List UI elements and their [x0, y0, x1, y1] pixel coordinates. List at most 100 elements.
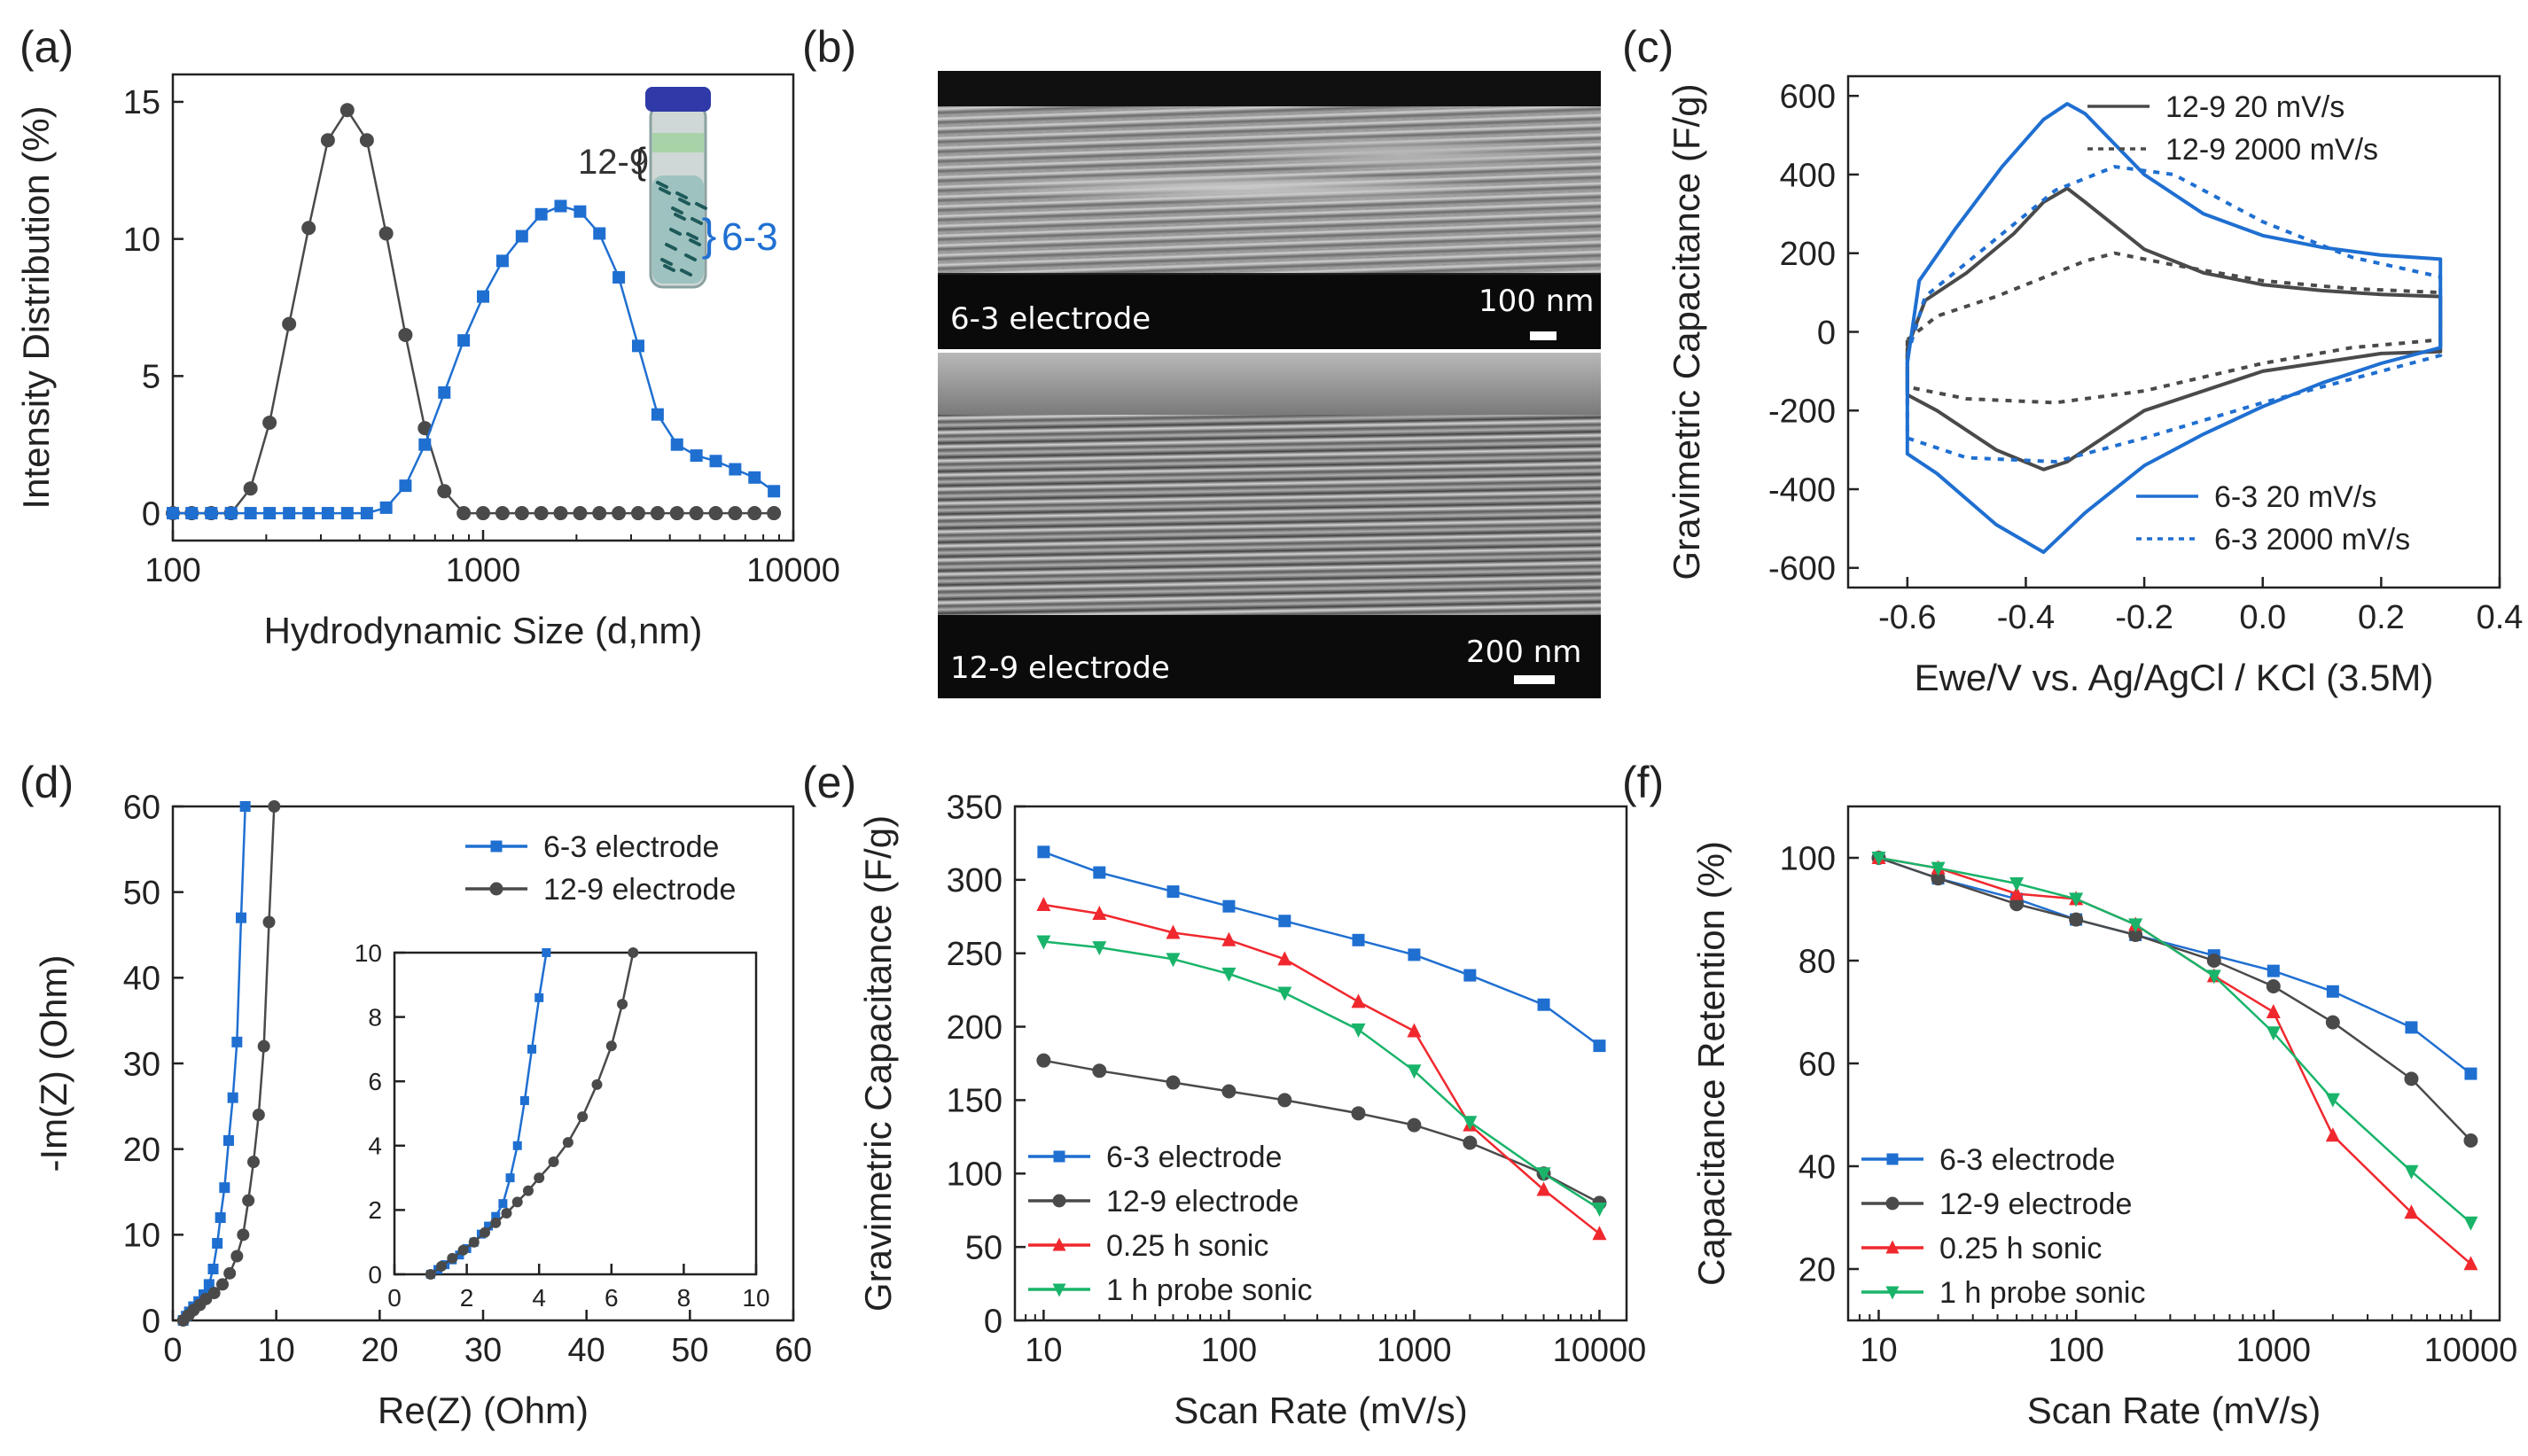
cv-curve-6-3-2000-mV/s — [1905, 165, 2443, 463]
data-point-12-9-electrode — [605, 1040, 617, 1052]
y-axis-label: Intensity Distribution (%) — [15, 105, 57, 509]
data-point-6-3-electrode — [219, 1182, 230, 1194]
data-point-1-h-probe-sonic — [2325, 1093, 2340, 1108]
vial-top-layer — [652, 133, 704, 152]
data-point-6-3 — [670, 438, 683, 451]
x-tick-label: 30 — [464, 1332, 502, 1369]
legend-label: 1 h probe sonic — [1939, 1276, 2146, 1310]
x-tick-label: 10 — [1860, 1332, 1897, 1369]
data-point-12-9-electrode — [216, 1278, 229, 1291]
series-line-6-3-electrode — [1878, 856, 2472, 1075]
data-point-1-h-probe-sonic — [2009, 877, 2025, 892]
data-point-1-h-probe-sonic — [1277, 986, 1292, 1001]
y-tick-label: 0 — [142, 495, 160, 533]
data-point-12-9-electrode — [425, 1269, 436, 1280]
series-line-12-9-electrode — [182, 806, 276, 1321]
data-point-12-9-electrode — [237, 1228, 250, 1242]
data-point-6-3-electrode — [1463, 969, 1477, 982]
legend-label: 12-9 electrode — [1106, 1185, 1299, 1219]
x-tick-label: 0.4 — [2477, 599, 2524, 636]
x-tick-label: -0.2 — [2115, 599, 2173, 636]
data-point-12-9-electrode — [2404, 1071, 2419, 1086]
data-point-6-3-electrode — [1037, 845, 1050, 859]
data-point-6-3 — [748, 471, 761, 484]
data-point-6-3-electrode — [1352, 933, 1365, 946]
data-point-6-3-electrode — [1278, 915, 1291, 928]
data-point-12-9 — [398, 327, 413, 342]
y-tick-label: 10 — [355, 939, 382, 967]
data-point-12-9 — [630, 506, 645, 521]
data-point-6-3-electrode — [2464, 1067, 2477, 1080]
data-point-6-3-electrode — [2326, 985, 2339, 998]
data-point-12-9-electrode — [617, 999, 628, 1010]
legend-label: 12-9 electrode — [1939, 1187, 2132, 1221]
data-point-12-9-electrode — [247, 1156, 260, 1169]
data-point-6-3 — [709, 455, 722, 468]
panel-label-a: (a) — [20, 22, 74, 72]
data-point-1-h-probe-sonic — [1931, 861, 1946, 876]
data-point-12-9 — [476, 506, 490, 521]
x-tick-label: 10000 — [1553, 1332, 1647, 1369]
series-line-0.25-h-sonic — [1043, 903, 1601, 1235]
data-point-12-9-electrode — [447, 1252, 458, 1264]
data-point-12-9 — [708, 506, 723, 521]
series-line-12-9-electrode — [1878, 856, 2472, 1141]
data-point-6-3-electrode — [231, 1036, 243, 1047]
y-tick-label: 10 — [123, 1218, 160, 1255]
vial-brace-6-3: } — [702, 210, 717, 260]
data-point-0.25-h-sonic — [1351, 993, 1366, 1008]
vial-label-12-9: 12-9 — [578, 143, 649, 182]
data-point-0.25-h-sonic — [2266, 1004, 2281, 1018]
data-point-6-3-electrode — [223, 1135, 234, 1146]
legend-marker — [1885, 1240, 1900, 1254]
data-point-12-9 — [573, 506, 588, 521]
data-point-12-9-electrode — [230, 1250, 244, 1263]
chart-c: -0.6 -0.4 -0.2 0.0 0.2 0.4 -600 -400 -200 0 200 400… — [1666, 74, 2524, 698]
data-point-1-h-probe-sonic — [1221, 967, 1237, 982]
vial-label-6-3: 6-3 — [722, 215, 778, 259]
data-point-6-3 — [418, 438, 432, 451]
data-point-1-h-probe-sonic — [1592, 1203, 1607, 1218]
vial-flake — [674, 213, 686, 221]
data-point-6-3-electrode — [512, 1141, 522, 1150]
axes-frame — [1013, 805, 1628, 1322]
data-point-0.25-h-sonic — [1592, 1226, 1607, 1241]
data-point-12-9-electrode — [1407, 1117, 1422, 1133]
y-tick-label: 40 — [123, 961, 160, 998]
y-tick-label: 0 — [984, 1303, 1003, 1340]
x-axis-label: Scan Rate (mV/s) — [2027, 1390, 2321, 1431]
x-tick-label: 20 — [361, 1332, 398, 1369]
data-point-12-9 — [650, 506, 665, 521]
data-point-12-9 — [534, 506, 549, 521]
x-tick-label: 10 — [258, 1332, 295, 1369]
x-axis-label: Hydrodynamic Size (d,nm) — [264, 610, 703, 651]
chart-d-inset: 0 2 4 6 8 10 0 2 4 6 8 10 — [355, 939, 770, 1312]
data-point-1-h-probe-sonic — [2128, 918, 2143, 933]
panel-label-d: (d) — [20, 758, 74, 807]
data-point-12-9-electrode — [628, 947, 639, 958]
data-point-6-3 — [612, 270, 626, 284]
data-point-12-9-electrode — [511, 1196, 523, 1208]
legend-label: 6-3 electrode — [1939, 1143, 2115, 1177]
data-point-12-9-electrode — [252, 1109, 265, 1121]
data-point-6-3-electrode — [212, 1238, 223, 1249]
data-point-0.25-h-sonic — [1036, 897, 1051, 912]
data-point-12-9-electrode — [1463, 1135, 1478, 1150]
data-point-12-9-electrode — [262, 915, 276, 929]
y-tick-label: 150 — [947, 1083, 1003, 1120]
y-tick-label: 350 — [947, 789, 1003, 826]
y-axis-label: -Im(Z) (Ohm) — [33, 955, 74, 1172]
data-point-12-9 — [747, 506, 762, 521]
x-tick-label: 1000 — [446, 552, 521, 589]
x-tick-label: 100 — [1201, 1332, 1257, 1369]
data-point-12-9-electrode — [490, 1217, 502, 1228]
data-point-6-3-electrode — [227, 1092, 238, 1103]
data-point-6-3 — [495, 254, 509, 268]
vial-flake — [691, 217, 703, 225]
vial-flake — [695, 202, 707, 210]
y-tick-label: 200 — [1780, 236, 1836, 273]
series-line-1-h-probe-sonic — [1878, 856, 2472, 1224]
vial-flake — [659, 187, 671, 195]
data-point-6-3 — [205, 507, 218, 520]
